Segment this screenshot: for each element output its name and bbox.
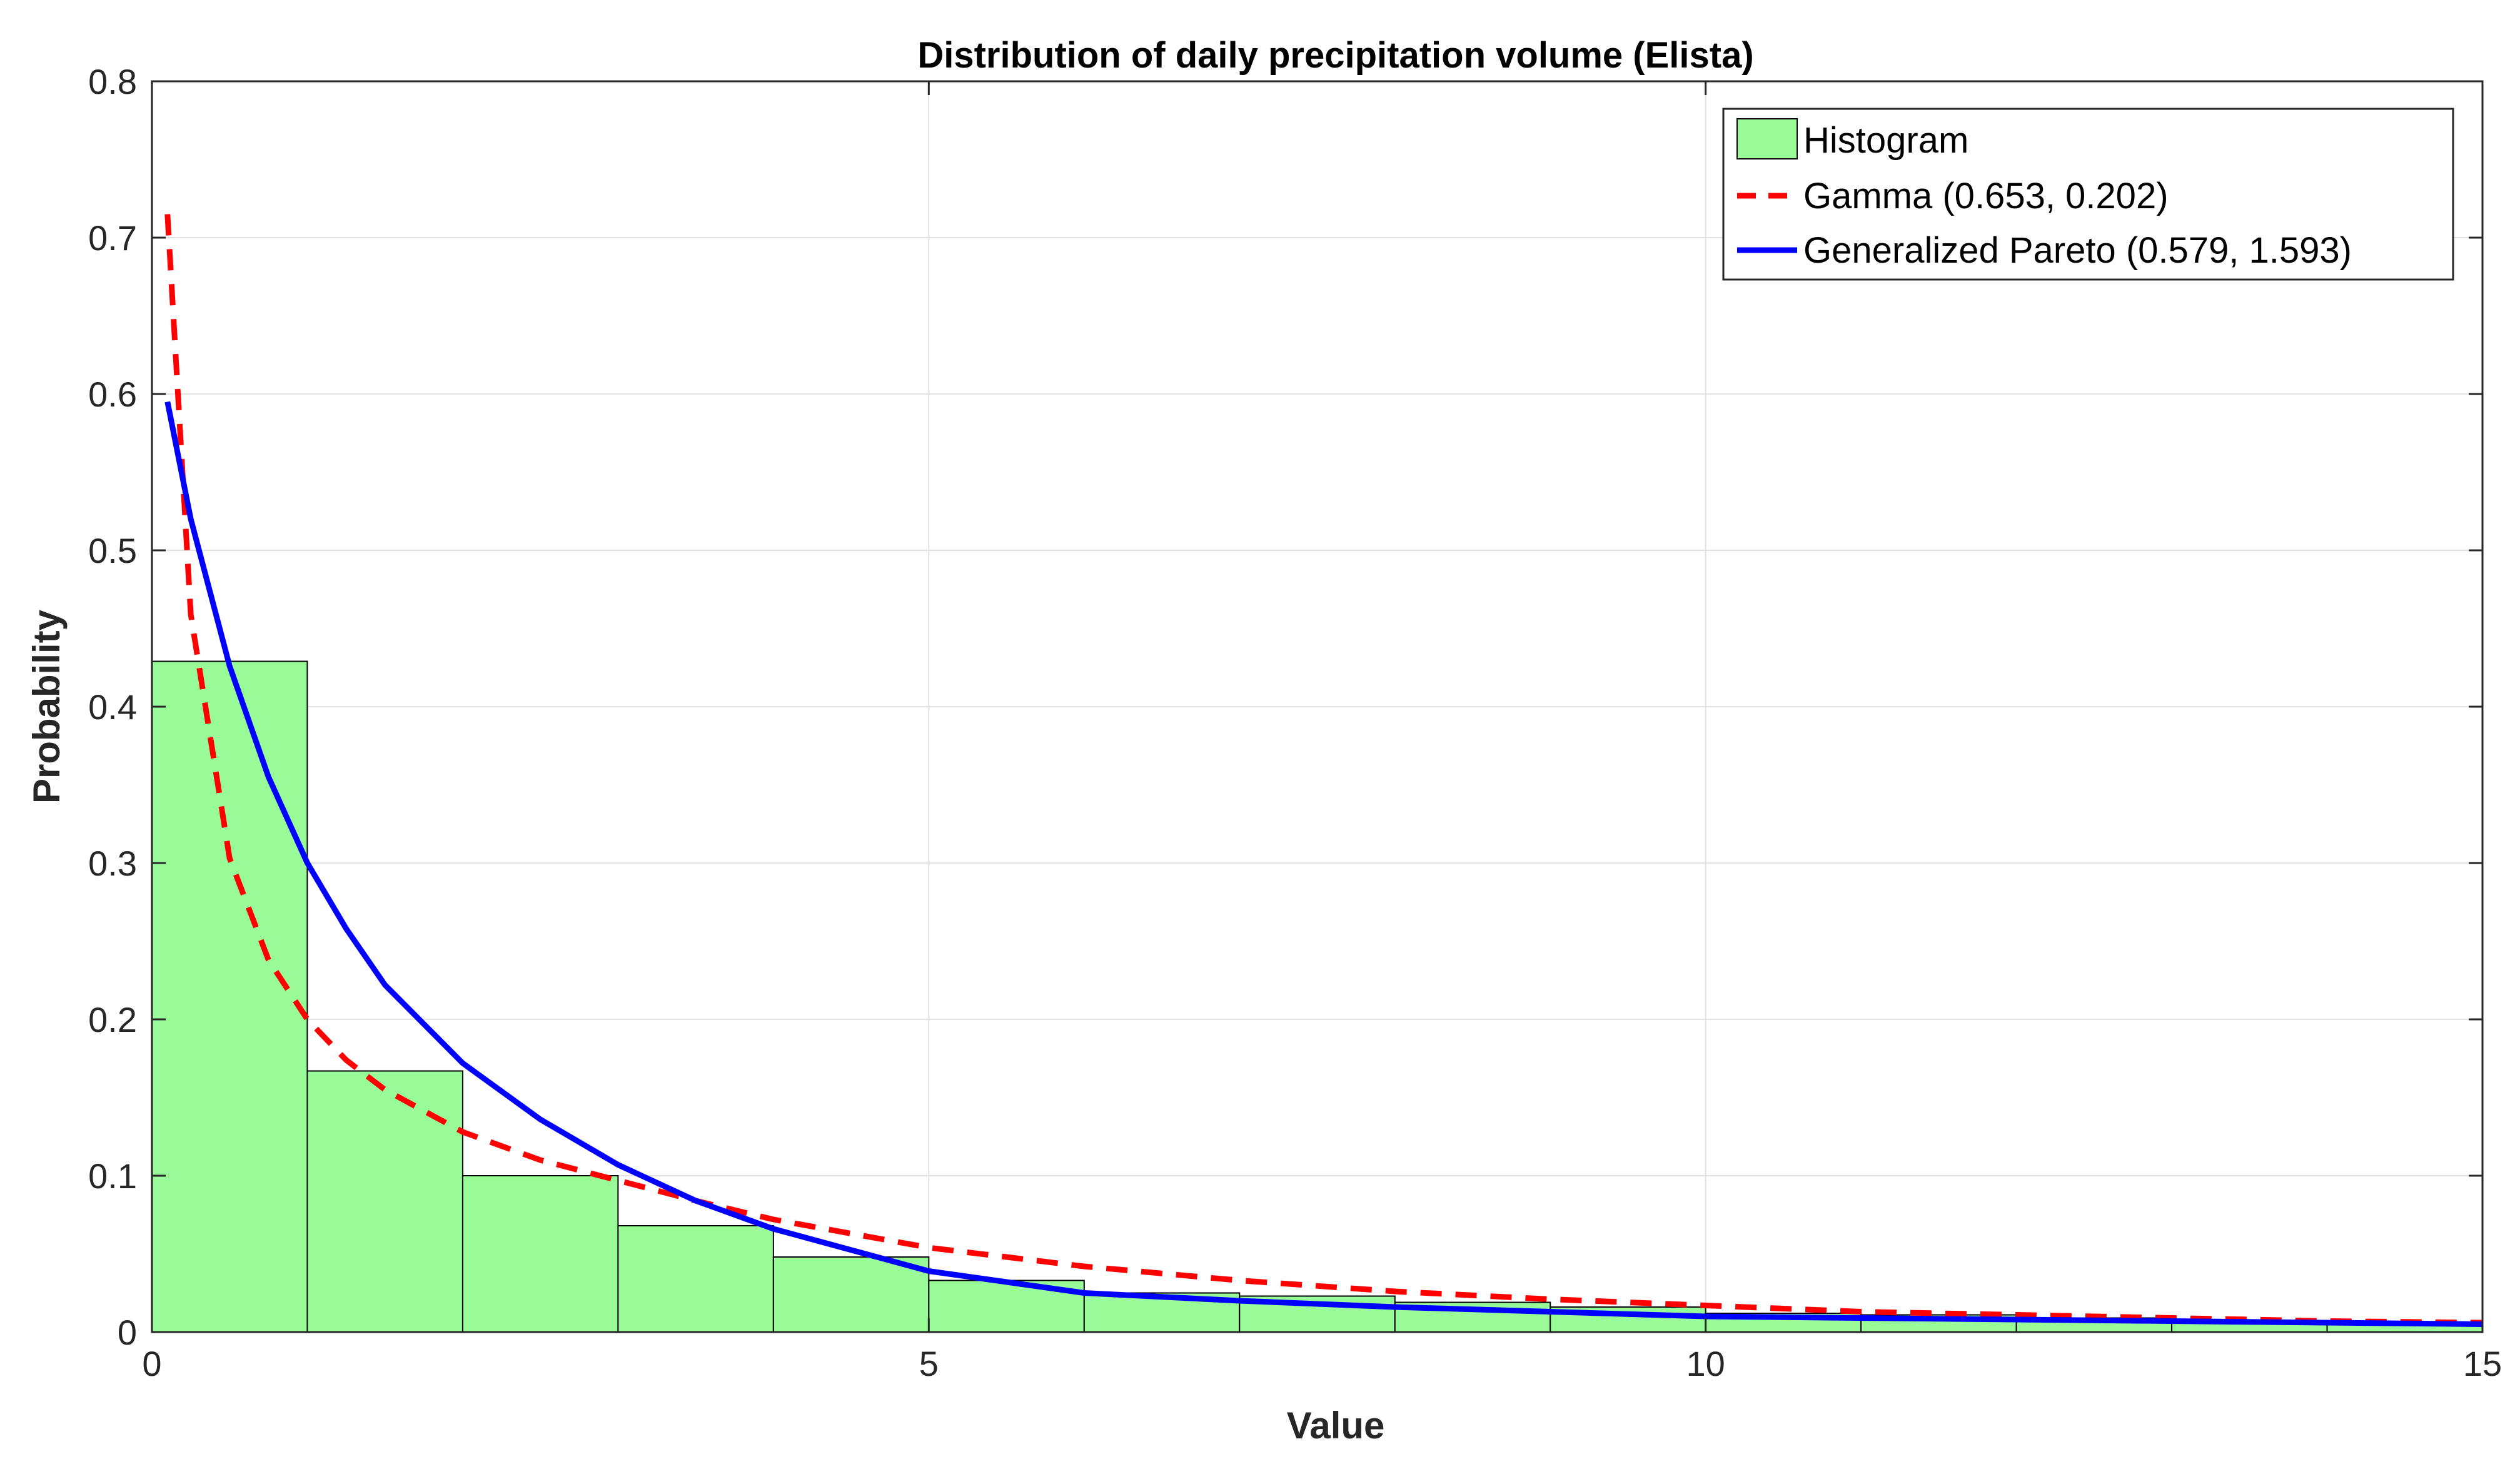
x-axis-label: Value bbox=[1287, 1405, 1385, 1446]
fitted-curves bbox=[164, 214, 2483, 1327]
pareto-curve bbox=[164, 401, 2483, 1327]
histogram-bar bbox=[306, 1070, 463, 1333]
axes bbox=[151, 80, 2484, 1333]
histogram-bar bbox=[1550, 1306, 1706, 1333]
x-tick-label: 10 bbox=[1686, 1344, 1725, 1383]
legend-label-gamma: Gamma (0.653, 0.202) bbox=[1803, 176, 2169, 216]
gamma-curve bbox=[164, 214, 2483, 1326]
histogram-bar bbox=[617, 1225, 774, 1333]
y-tick-label: 0.3 bbox=[88, 844, 137, 883]
legend: Histogram Gamma (0.653, 0.202) Generaliz… bbox=[1722, 108, 2454, 281]
tick-labels: 0 5 10 15 0 0.1 0.2 0.3 0.4 0.5 0.6 0.7 0.8 bbox=[88, 62, 2502, 1383]
chart-title: Distribution of daily precipitation volu… bbox=[917, 35, 1753, 76]
y-tick-label: 0.6 bbox=[88, 375, 137, 414]
y-tick-label: 0 bbox=[118, 1313, 137, 1352]
x-tick-label: 5 bbox=[919, 1344, 939, 1383]
legend-label-pareto: Generalized Pareto (0.579, 1.593) bbox=[1803, 230, 2352, 271]
y-axis-label: Probability bbox=[26, 609, 68, 804]
y-tick-label: 0.8 bbox=[88, 62, 137, 101]
y-tick-label: 0.4 bbox=[88, 687, 137, 727]
y-tick-label: 0.2 bbox=[88, 1000, 137, 1039]
legend-swatch-histogram bbox=[1736, 118, 1798, 159]
y-tick-label: 0.5 bbox=[88, 531, 137, 570]
x-tick-label: 0 bbox=[142, 1344, 161, 1383]
legend-box bbox=[1722, 108, 2454, 281]
y-tick-label: 0.1 bbox=[88, 1156, 137, 1196]
x-tick-label: 15 bbox=[2463, 1344, 2502, 1383]
histogram-bar bbox=[151, 660, 308, 1333]
legend-label-histogram: Histogram bbox=[1803, 120, 1968, 161]
histogram-bar bbox=[772, 1256, 930, 1333]
y-tick-label: 0.7 bbox=[88, 218, 137, 258]
grid bbox=[151, 81, 2483, 1333]
histogram-bar bbox=[461, 1175, 619, 1333]
